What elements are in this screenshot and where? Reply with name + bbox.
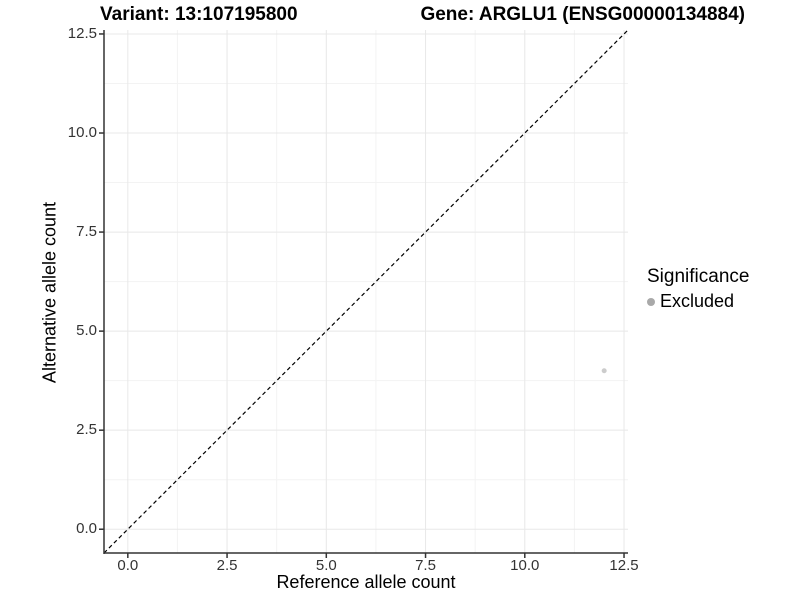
legend-title: Significance [647,266,750,287]
x-tick-label: 10.0 [510,557,540,574]
y-axis-title: Alternative allele count [39,201,60,384]
data-point [601,368,607,374]
y-tick-label: 12.5 [67,24,97,42]
legend-entry-excluded: Excluded [647,291,749,312]
gene-title: Gene: ARGLU1 (ENSG00000134884) [420,4,745,25]
y-tick-label: 7.5 [76,223,97,241]
y-tick-label: 10.0 [67,124,97,141]
legend: Significance Excluded [647,266,749,312]
y-tick-label: 0.0 [76,520,97,538]
x-tick-label: 7.5 [415,557,436,574]
plot-title-row: Variant: 13:107195800 Gene: ARGLU1 (ENSG… [100,4,745,26]
legend-entry-label: Excluded [660,291,735,311]
y-tick-label: 5.0 [76,322,97,340]
x-tick-label: 12.5 [609,557,639,574]
x-tick-label: 0.0 [117,557,139,574]
x-axis-title: Reference allele count [276,572,456,592]
y-tick-label: 2.5 [76,421,97,439]
x-tick-label: 5.0 [315,557,337,574]
x-tick-label: 2.5 [216,557,238,574]
excluded-point-icon [647,297,655,306]
identity-reference-line [103,29,629,554]
variant-title: Variant: 13:107195800 [100,4,298,25]
